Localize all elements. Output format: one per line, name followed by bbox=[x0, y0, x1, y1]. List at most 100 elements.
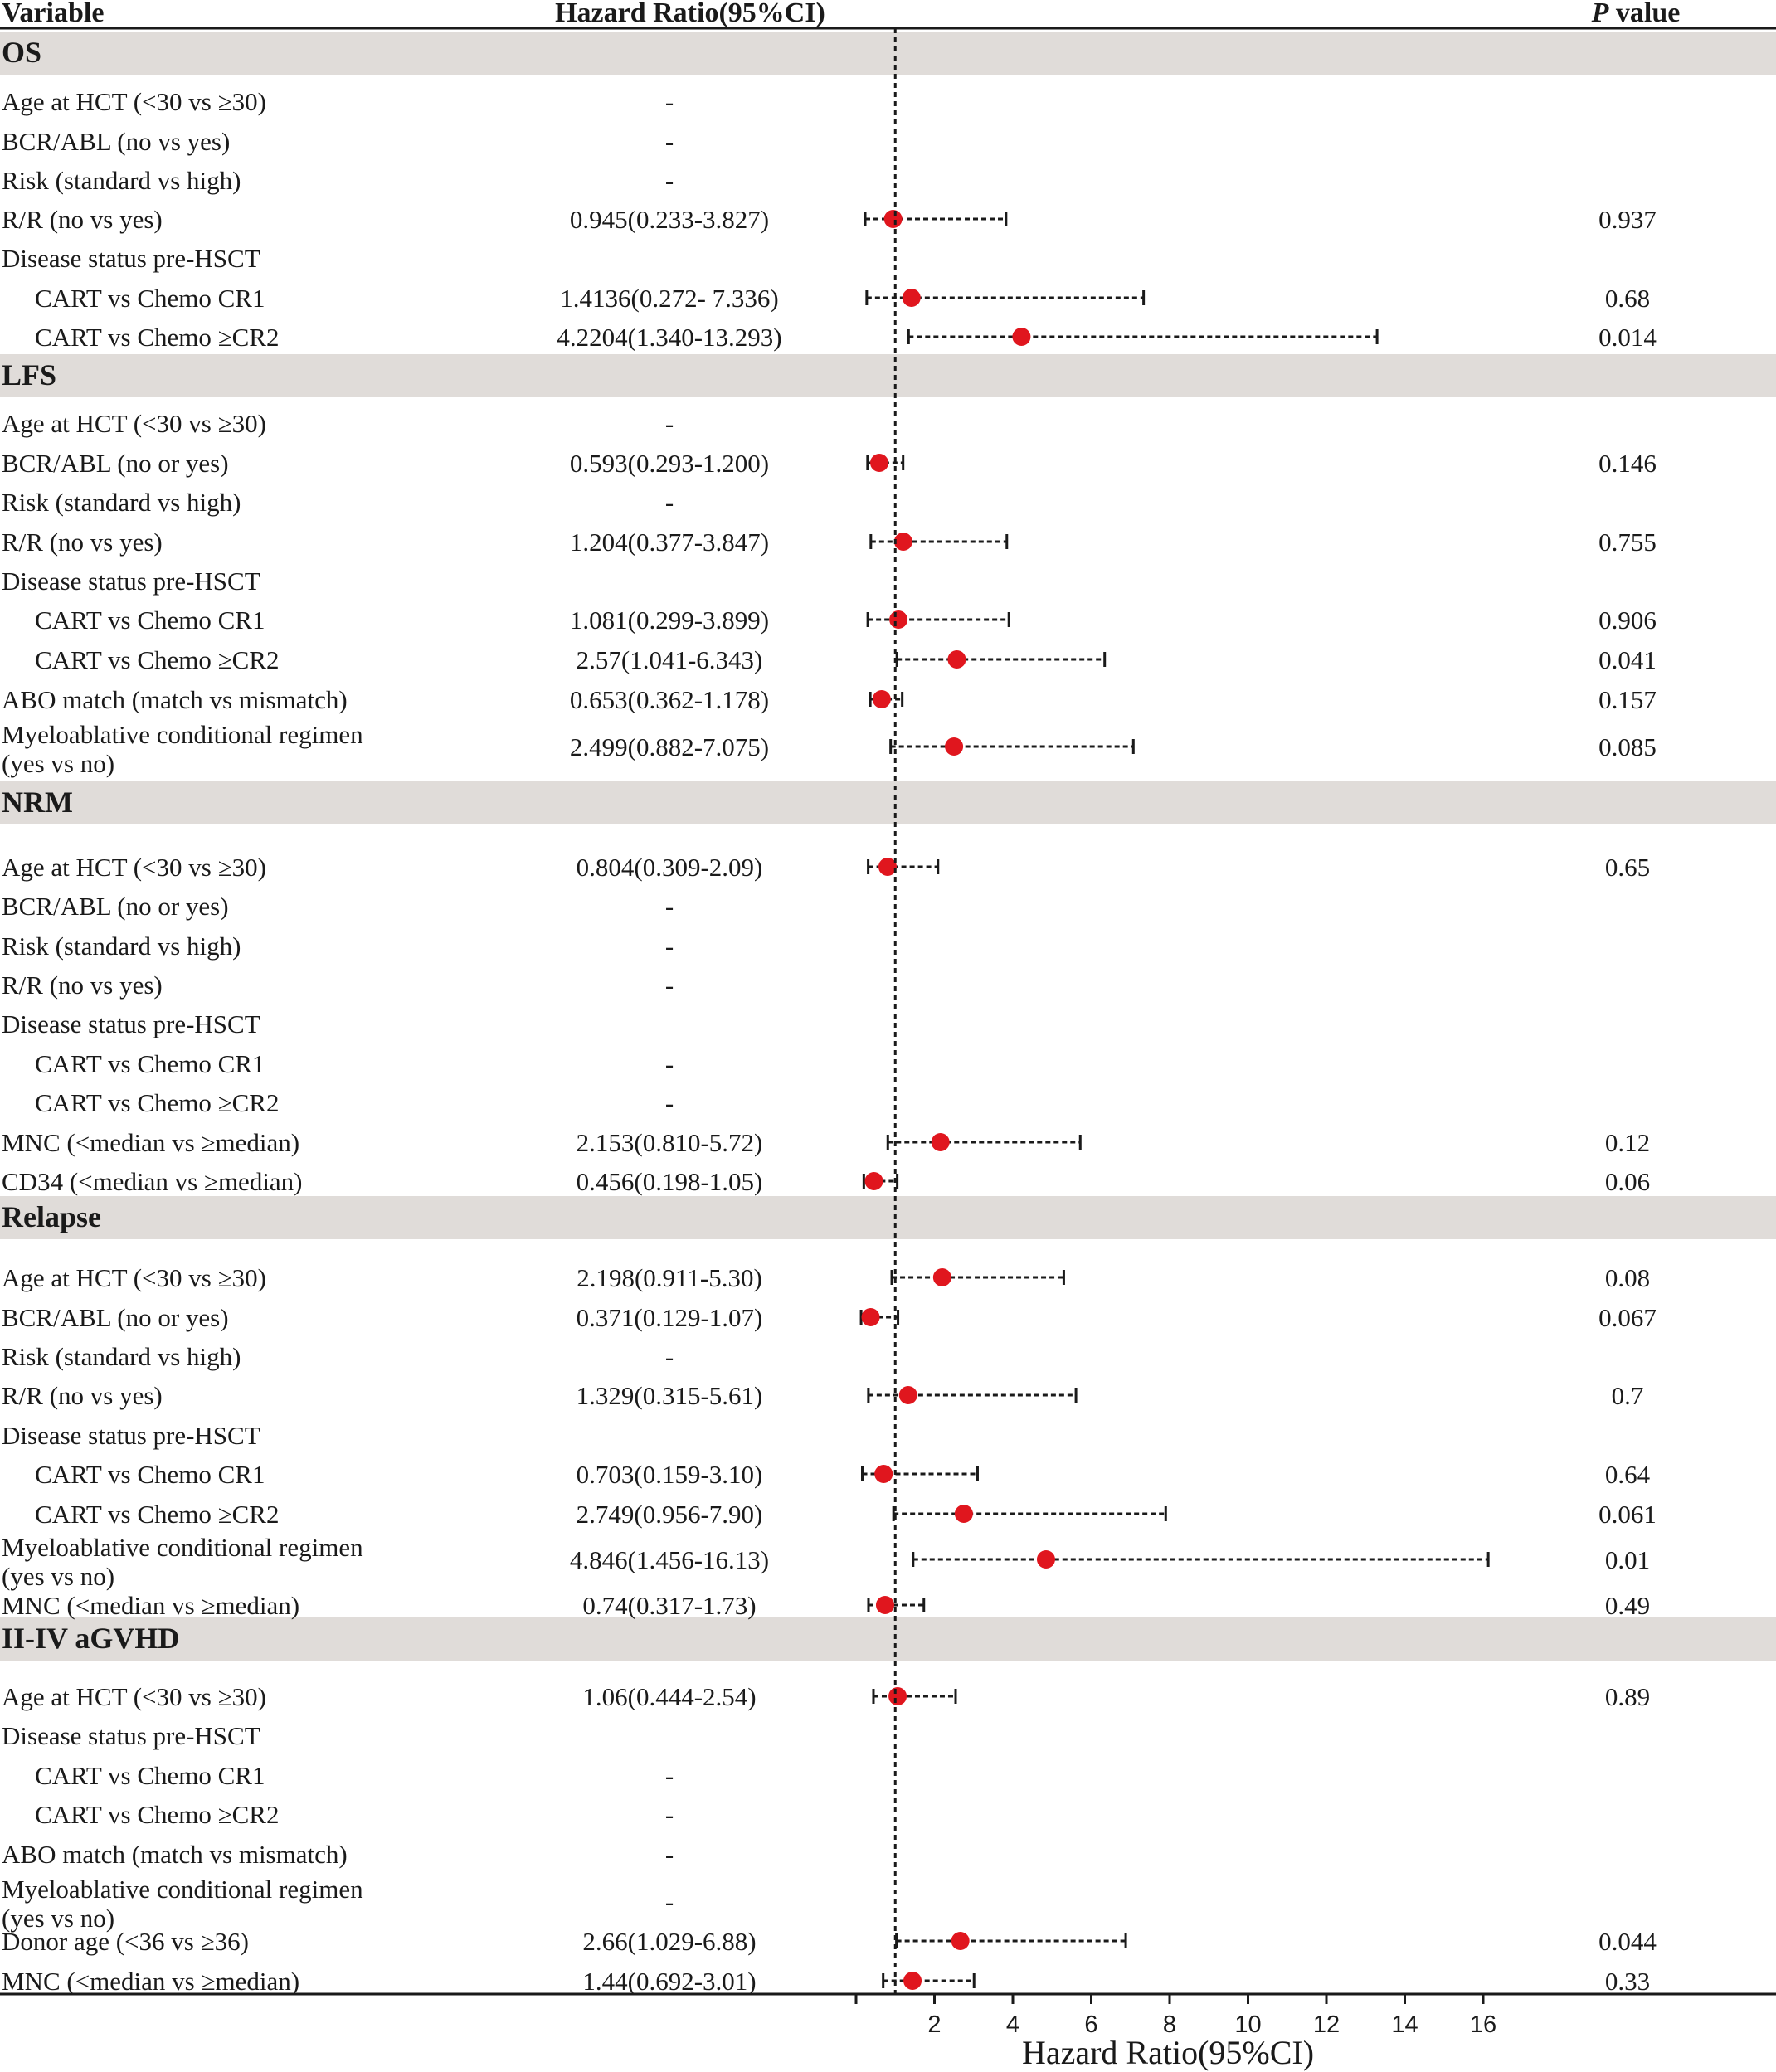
row-label: CART vs Chemo CR1 bbox=[35, 606, 265, 635]
hazard-ratio-point bbox=[883, 210, 903, 228]
hazard-ratio-text: - bbox=[665, 87, 674, 116]
hazard-ratio-header: Hazard Ratio(95%CI) bbox=[555, 0, 825, 28]
row-label: Age at HCT (<30 vs ≥30) bbox=[2, 853, 266, 882]
hazard-ratio-point bbox=[870, 454, 889, 472]
x-axis-tick-label: 6 bbox=[1084, 2011, 1097, 2038]
row-label: CART vs Chemo CR1 bbox=[35, 1460, 265, 1489]
hazard-ratio-point bbox=[872, 690, 891, 708]
row-label: BCR/ABL (no or yes) bbox=[2, 892, 229, 921]
row-label: Disease status pre-HSCT bbox=[2, 244, 260, 273]
x-axis-label: Hazard Ratio(95%CI) bbox=[1022, 2034, 1314, 2071]
row-label: Age at HCT (<30 vs ≥30) bbox=[2, 1682, 266, 1711]
p-value-text: 0.7 bbox=[1612, 1381, 1644, 1410]
section-band bbox=[0, 781, 1776, 824]
hazard-ratio-text: 1.081(0.299-3.899) bbox=[570, 606, 769, 635]
row-label: CART vs Chemo ≥CR2 bbox=[35, 323, 280, 352]
hazard-ratio-text: - bbox=[665, 166, 674, 195]
hazard-ratio-text: - bbox=[665, 127, 674, 156]
hazard-ratio-point bbox=[878, 858, 897, 876]
hazard-ratio-point bbox=[954, 1505, 973, 1523]
hazard-ratio-text: 0.74(0.317-1.73) bbox=[582, 1591, 756, 1620]
hazard-ratio-text: 0.371(0.129-1.07) bbox=[577, 1303, 763, 1332]
hazard-ratio-text: - bbox=[665, 1840, 674, 1869]
hazard-ratio-text: 2.153(0.810-5.72) bbox=[577, 1128, 763, 1157]
hazard-ratio-text: - bbox=[665, 409, 674, 438]
row-label: CD34 (<median vs ≥median) bbox=[2, 1167, 303, 1196]
hazard-ratio-text: - bbox=[665, 1088, 674, 1117]
hazard-ratio-point bbox=[888, 1687, 907, 1705]
p-value-text: 0.64 bbox=[1605, 1460, 1651, 1489]
x-axis-tick-label: 8 bbox=[1163, 2011, 1176, 2038]
hazard-ratio-text: 2.198(0.911-5.30) bbox=[577, 1263, 762, 1292]
row-label: Myeloablative conditional regimen bbox=[2, 1875, 363, 1904]
section-band bbox=[0, 1617, 1776, 1661]
x-axis-tick-label: 2 bbox=[927, 2011, 941, 2038]
row-label: BCR/ABL (no or yes) bbox=[2, 1303, 229, 1332]
row-label: R/R (no vs yes) bbox=[2, 528, 163, 557]
x-axis: 2 4 6 8 10 12 14 16 bbox=[854, 1994, 1496, 2038]
row-label: Risk (standard vs high) bbox=[2, 1342, 241, 1371]
p-value-text: 0.49 bbox=[1605, 1591, 1650, 1620]
row-label: Risk (standard vs high) bbox=[2, 166, 241, 195]
hazard-ratio-text: - bbox=[665, 1761, 674, 1790]
variable-header: Variable bbox=[2, 0, 104, 28]
p-value-text: 0.044 bbox=[1598, 1927, 1657, 1956]
hazard-ratio-text: 0.703(0.159-3.10) bbox=[577, 1460, 763, 1489]
hazard-ratio-text: 0.593(0.293-1.200) bbox=[570, 449, 769, 478]
row-label: MNC (<median vs ≥median) bbox=[2, 1967, 299, 1996]
hazard-ratio-text: - bbox=[665, 931, 674, 961]
hazard-ratio-point bbox=[898, 1386, 917, 1404]
hazard-ratio-text: 1.44(0.692-3.01) bbox=[582, 1967, 756, 1996]
table-rows: OS Age at HCT (<30 vs ≥30) - BCR/ABL (no vs… bbox=[2, 36, 1657, 1996]
hazard-ratio-text: 2.57(1.041-6.343) bbox=[577, 645, 763, 674]
p-value-text: 0.65 bbox=[1605, 853, 1650, 882]
section-band bbox=[0, 1196, 1776, 1239]
hazard-ratio-text: - bbox=[665, 892, 674, 921]
hazard-ratio-text: 2.499(0.882-7.075) bbox=[570, 732, 769, 761]
row-label: Disease status pre-HSCT bbox=[2, 1421, 260, 1450]
p-value-text: 0.906 bbox=[1598, 606, 1657, 635]
row-label: Disease status pre-HSCT bbox=[2, 567, 260, 596]
row-label: ABO match (match vs mismatch) bbox=[2, 1840, 348, 1869]
row-label: BCR/ABL (no vs yes) bbox=[2, 127, 230, 156]
row-label: R/R (no vs yes) bbox=[2, 970, 163, 1000]
x-axis-tick-label: 10 bbox=[1234, 2011, 1261, 2038]
p-value-text: 0.01 bbox=[1605, 1545, 1650, 1574]
p-value-text: 0.68 bbox=[1605, 284, 1650, 313]
hazard-ratio-point bbox=[864, 1172, 883, 1190]
p-value-text: 0.157 bbox=[1598, 685, 1657, 714]
section-title: Relapse bbox=[2, 1200, 101, 1233]
hazard-ratio-text: 0.804(0.309-2.09) bbox=[577, 853, 763, 882]
hazard-ratio-point bbox=[893, 533, 912, 551]
hazard-ratio-point bbox=[931, 1133, 950, 1151]
hazard-ratio-point bbox=[947, 650, 966, 669]
row-label-continued: (yes vs no) bbox=[2, 1904, 114, 1933]
hazard-ratio-text: - bbox=[665, 1887, 674, 1916]
p-value-header: P value bbox=[1591, 0, 1681, 28]
hazard-ratio-text: 2.66(1.029-6.88) bbox=[582, 1927, 756, 1956]
row-label: CART vs Chemo ≥CR2 bbox=[35, 1800, 280, 1829]
p-value-text: 0.08 bbox=[1605, 1263, 1650, 1292]
hazard-ratio-text: 1.204(0.377-3.847) bbox=[570, 528, 769, 557]
section-title: II-IV aGVHD bbox=[2, 1622, 179, 1655]
section-bands bbox=[0, 32, 1776, 1661]
section-title: LFS bbox=[2, 358, 56, 392]
section-band bbox=[0, 32, 1776, 75]
chart-marks bbox=[859, 210, 1490, 1990]
row-label: CART vs Chemo ≥CR2 bbox=[35, 645, 280, 674]
hazard-ratio-point bbox=[889, 610, 908, 629]
hazard-ratio-text: - bbox=[665, 970, 674, 1000]
p-value-text: 0.061 bbox=[1598, 1500, 1657, 1529]
p-value-text: 0.12 bbox=[1605, 1128, 1650, 1157]
p-value-text: 0.067 bbox=[1598, 1303, 1657, 1332]
row-label: MNC (<median vs ≥median) bbox=[2, 1591, 299, 1620]
hazard-ratio-point bbox=[874, 1465, 893, 1483]
hazard-ratio-point bbox=[861, 1308, 880, 1326]
p-value-header-italic: P bbox=[1591, 0, 1609, 28]
row-label: MNC (<median vs ≥median) bbox=[2, 1128, 299, 1157]
hazard-ratio-text: - bbox=[665, 1800, 674, 1829]
hazard-ratio-point bbox=[932, 1268, 951, 1286]
hazard-ratio-text: 1.06(0.444-2.54) bbox=[582, 1682, 756, 1711]
row-label: Disease status pre-HSCT bbox=[2, 1721, 260, 1750]
hazard-ratio-point bbox=[903, 1972, 922, 1990]
